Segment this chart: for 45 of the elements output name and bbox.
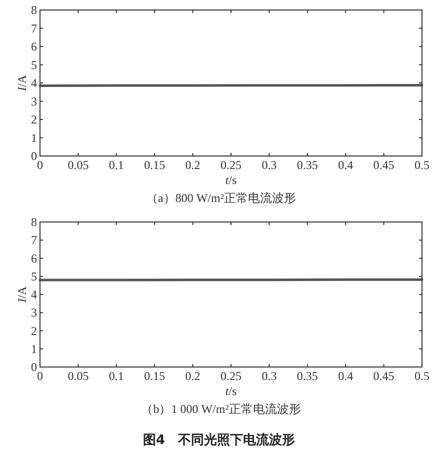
- y-tick-label: 0: [31, 360, 37, 374]
- y-tick-label: 4: [31, 76, 37, 90]
- x-tick-label: 0.05: [68, 158, 89, 172]
- y-tick-label: 4: [31, 288, 37, 302]
- x-tick-label: 0.15: [144, 158, 166, 172]
- x-tick-label: 0.35: [296, 158, 318, 172]
- y-tick-label: 0: [31, 149, 37, 163]
- x-tick-label: 0.5: [414, 369, 430, 383]
- x-axis-title: t/s: [225, 384, 237, 398]
- y-tick-label: 2: [31, 324, 37, 338]
- x-tick-label: 0.2: [185, 369, 200, 383]
- x-tick-label: 0.05: [68, 369, 89, 383]
- x-tick-label: 0.3: [262, 369, 277, 383]
- y-tick-label: 5: [31, 58, 37, 72]
- y-tick-label: 7: [31, 233, 37, 248]
- x-tick-label: 0.4: [338, 369, 354, 383]
- x-tick-label: 0.3: [262, 158, 277, 172]
- caption: 图4 不同光照下电流波形: [142, 432, 296, 448]
- x-tick-label: 0.1: [108, 158, 124, 172]
- y-tick-label: 1: [31, 130, 37, 145]
- y-tick-label: 2: [31, 112, 37, 126]
- y-axis-title: I/A: [15, 286, 29, 304]
- y-axis-title: I/A: [15, 74, 29, 92]
- y-tick-label: 5: [31, 269, 37, 284]
- y-tick-label: 7: [31, 21, 37, 36]
- x-tick-label: 0.4: [338, 158, 354, 172]
- x-tick-label: 0.25: [220, 369, 242, 383]
- y-tick-label: 6: [31, 251, 37, 266]
- text: （b）1 000 W/m²正常电流波形: [141, 402, 301, 416]
- y-tick-label: 8: [31, 215, 37, 229]
- x-tick-label: 0.45: [373, 158, 394, 172]
- x-tick-label: 0.1: [108, 369, 124, 383]
- text: （a）800 W/m²正常电流波形: [146, 191, 296, 205]
- y-tick-label: 1: [31, 342, 37, 356]
- x-axis-title: t/s: [225, 173, 237, 187]
- x-tick-label: 0.25: [220, 158, 242, 172]
- x-tick-label: 0.2: [185, 158, 200, 172]
- y-tick-label: 8: [31, 3, 37, 17]
- y-tick-label: 3: [31, 94, 37, 108]
- x-tick-label: 0.5: [414, 158, 430, 172]
- x-tick-label: 0.35: [296, 369, 318, 383]
- y-tick-label: 3: [31, 306, 37, 320]
- x-tick-label: 0.15: [144, 369, 166, 383]
- x-tick-label: 0.45: [373, 369, 394, 383]
- y-tick-label: 6: [31, 40, 37, 54]
